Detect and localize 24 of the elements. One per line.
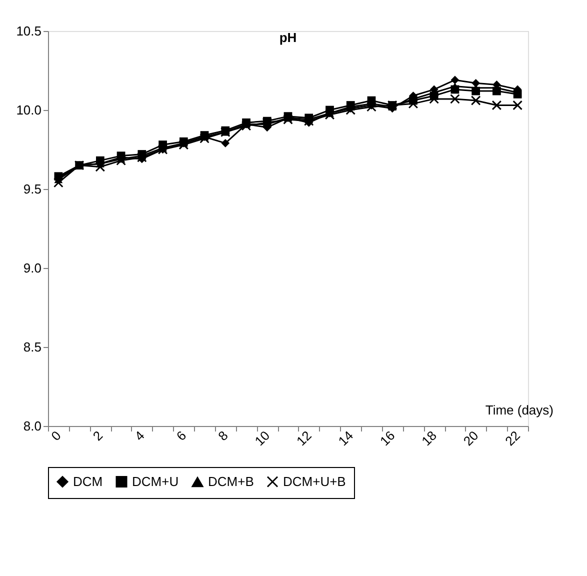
x-tick-label: 12: [293, 428, 314, 449]
legend-label: DCM: [73, 474, 103, 489]
legend-label: DCM+U+B: [283, 474, 346, 489]
x-tick-label: 6: [173, 428, 190, 444]
y-tick-label: 9.0: [23, 260, 42, 276]
x-tick-label: 0: [48, 428, 64, 444]
chart-title: pH: [279, 30, 297, 45]
y-tick-label: 8.5: [23, 340, 42, 354]
x-tick-label: 14: [335, 428, 356, 449]
legend-label: DCM+B: [208, 474, 254, 490]
x-axis-title: Time (days): [485, 402, 554, 418]
x-tick-label: 10: [252, 428, 273, 449]
x-tick-label: 4: [132, 428, 148, 444]
y-tick-label: 8.0: [23, 418, 42, 434]
x-tick-label: 22: [502, 428, 524, 449]
legend-label: DCM+U: [132, 474, 179, 489]
x-tick-label: 2: [90, 428, 106, 444]
y-tick-label: 9.5: [23, 182, 42, 196]
x-tick-label: 18: [418, 428, 440, 449]
x-tick-label: 8: [215, 428, 231, 444]
x-tick-label: 16: [376, 428, 398, 449]
x-tick-label: 20: [460, 428, 482, 449]
y-tick-label: 10.5: [16, 24, 42, 38]
y-tick-label: 10.0: [16, 102, 42, 118]
